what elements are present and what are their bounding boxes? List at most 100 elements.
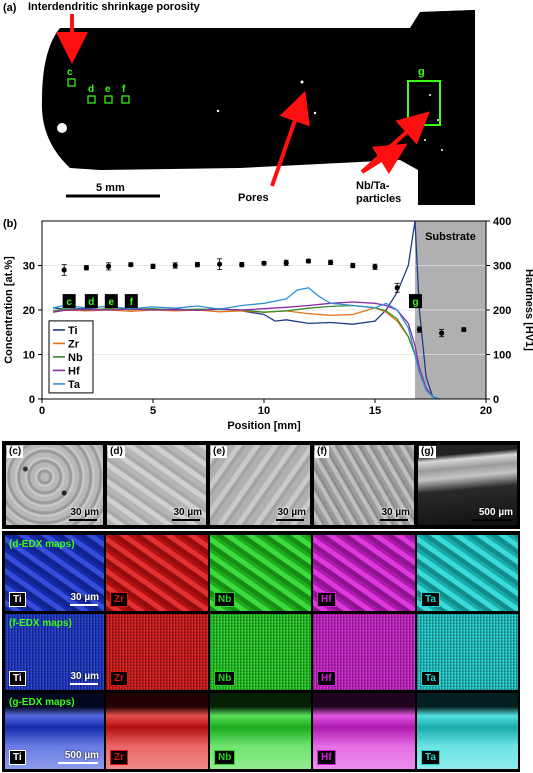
hardness-point [439, 330, 445, 336]
micrograph-label-1: (d) [108, 446, 125, 458]
edx-element-label: Ta [421, 750, 440, 765]
edx-element-label: Nb [214, 592, 236, 607]
edx-scale-bar [70, 683, 98, 685]
micrograph-label-2: (e) [211, 446, 228, 458]
edx-element-label: Hf [317, 592, 336, 607]
series-line-ta [52, 287, 440, 400]
region-box-d [87, 95, 96, 104]
hardness-point [239, 262, 245, 268]
edx-map-ta: Ta [417, 693, 518, 769]
edx-map-zr: Zr [106, 614, 208, 690]
region-tag-c: c [67, 67, 73, 78]
edx-row-title: (d-EDX maps) [9, 539, 75, 550]
particles-annotation-1: Nb/Ta- [356, 180, 390, 192]
micrograph-scale-bar [276, 519, 304, 521]
legend-label-hf: Hf [68, 365, 80, 377]
edx-map-ti: Ti (d-EDX maps) 30 µm [5, 535, 104, 611]
edx-element-label: Zr [110, 750, 128, 765]
hardness-point [150, 263, 156, 269]
edx-scale-bar [70, 604, 98, 606]
micrograph-scale-bar [69, 519, 97, 521]
particle [441, 149, 443, 151]
edx-map-nb: Nb [210, 693, 311, 769]
scale-label-5mm: 5 mm [96, 182, 125, 194]
edx-element-label: Ta [421, 671, 440, 686]
sample-cross-section [41, 10, 475, 205]
pore [297, 99, 299, 101]
y-tick-label: 0 [29, 394, 35, 406]
edx-element-label: Hf [317, 671, 336, 686]
series-line-nb [52, 304, 440, 400]
legend-label-nb: Nb [68, 352, 83, 364]
particles-annotation-2: particles [356, 193, 402, 205]
micrograph-scale-label: 30 µm [70, 507, 99, 518]
edx-map-hf: Hf [313, 693, 415, 769]
panel-b-label: (b) [3, 218, 18, 230]
edx-map-zr: Zr [106, 535, 208, 611]
x-tick-label: 15 [369, 405, 381, 417]
legend-label-zr: Zr [68, 338, 80, 350]
region-tag-f: f [122, 84, 126, 95]
edx-map-ta: Ta [417, 614, 518, 690]
hardness-point [128, 262, 134, 268]
hardness-point [416, 326, 422, 333]
position-marker-box [408, 294, 422, 309]
series-line-hf [52, 301, 440, 400]
legend-label-ta: Ta [68, 379, 81, 391]
edx-element-label: Zr [110, 671, 128, 686]
edx-element-label: Ti [9, 671, 26, 686]
edx-map-ta: Ta [417, 535, 518, 611]
x-tick-label: 0 [39, 405, 45, 417]
position-marker-box [84, 294, 98, 309]
micrograph-scale-label: 30 µm [277, 507, 306, 518]
y-tick-label: 20 [23, 305, 35, 317]
hardness-point [283, 260, 289, 266]
micrograph-label-4: (g) [419, 446, 436, 458]
edx-scale-label: 30 µm [70, 671, 99, 682]
edx-map-zr: Zr [106, 693, 208, 769]
hardness-point [261, 260, 267, 266]
y2-tick-label: 300 [493, 261, 511, 273]
pores-annotation: Pores [238, 192, 269, 204]
micrograph-scale-bar [380, 519, 408, 521]
hardness-point [172, 262, 178, 269]
x-tick-label: 10 [258, 405, 270, 417]
hardness-point [394, 285, 400, 291]
position-marker-f: f [130, 297, 134, 308]
edx-map-nb: Nb [210, 535, 311, 611]
micrograph-label-0: (c) [7, 446, 24, 458]
hardness-point [194, 262, 200, 268]
micrograph-scale-label: 30 µm [381, 507, 410, 518]
edx-scale-label: 500 µm [64, 750, 99, 761]
position-marker-d: d [88, 297, 94, 308]
edx-scale-label: 30 µm [70, 592, 99, 603]
edx-element-label: Hf [317, 750, 336, 765]
edx-row-title: (g-EDX maps) [9, 697, 75, 708]
edx-map-hf: Hf [313, 535, 415, 611]
x-tick-label: 5 [150, 405, 156, 417]
y2-tick-label: 100 [493, 350, 511, 362]
particle [429, 94, 431, 96]
micrograph-scale-bar [471, 519, 511, 521]
y2-tick-label: 200 [493, 305, 511, 317]
edx-element-label: Ta [421, 592, 440, 607]
particle [437, 119, 439, 121]
micrograph-e: (e) 30 µm [209, 444, 311, 526]
pore [57, 123, 67, 133]
y-tick-label: 30 [23, 261, 35, 273]
edx-map-ti: Ti (g-EDX maps) 500 µm [5, 693, 104, 769]
pore [313, 111, 317, 115]
position-marker-c: c [66, 297, 72, 308]
region-tag-d: d [88, 84, 95, 95]
edx-element-label: Nb [214, 750, 236, 765]
micrograph-c: (c) 30 µm [5, 444, 104, 526]
hardness-point [328, 259, 334, 265]
position-marker-e: e [109, 297, 115, 308]
micrograph-label-3: (f) [315, 446, 329, 458]
region-box-c [67, 78, 76, 87]
edx-element-label: Nb [214, 671, 236, 686]
hardness-point [61, 267, 67, 273]
hardness-point [305, 258, 311, 264]
hardness-point [372, 264, 378, 270]
